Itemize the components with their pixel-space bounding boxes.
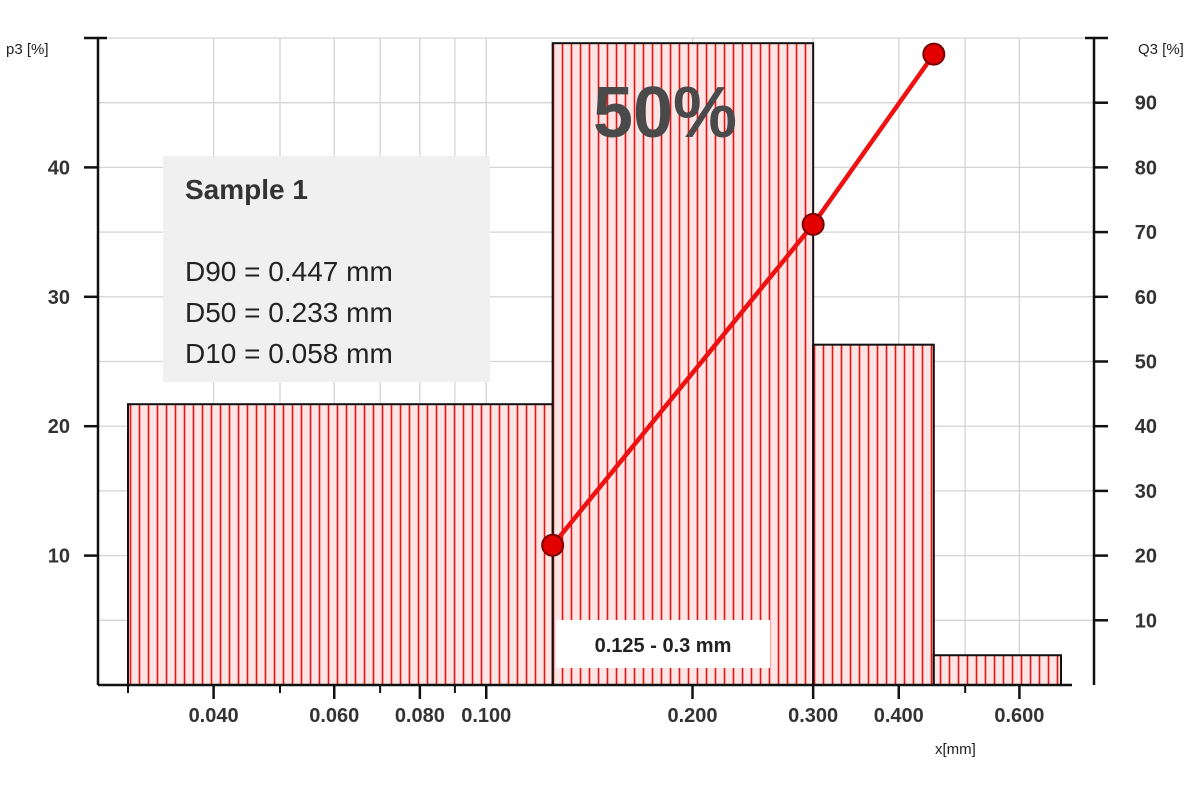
x-axis-tick-label: 0.300 bbox=[788, 705, 838, 727]
info-box: Sample 1 D90 = 0.447 mm D50 = 0.233 mm D… bbox=[163, 156, 490, 382]
right-axis-tick-label: 70 bbox=[1135, 222, 1157, 244]
info-box-line-d90: D90 = 0.447 mm bbox=[185, 256, 393, 287]
x-axis-tick-label: 0.080 bbox=[395, 705, 445, 727]
cumulative-point bbox=[801, 212, 825, 236]
cumulative-point bbox=[541, 533, 565, 557]
right-axis-title: Q3 [%] bbox=[1138, 41, 1184, 58]
axes-layer: 10 20 30 40 10 20 30 40 50 60 70 80 90 0.040 0.060 0.08… bbox=[48, 36, 1157, 727]
left-axis-tick-label: 30 bbox=[48, 287, 70, 309]
info-box-line-d50: D50 = 0.233 mm bbox=[185, 297, 393, 328]
cumulative-point bbox=[922, 42, 946, 66]
left-axis-tick-label: 40 bbox=[48, 157, 70, 179]
histogram-bar bbox=[127, 403, 554, 686]
info-box-title: Sample 1 bbox=[185, 174, 308, 205]
left-axis-title: p3 [%] bbox=[6, 41, 49, 58]
range-label-background bbox=[556, 620, 770, 668]
right-axis-tick-label: 30 bbox=[1135, 481, 1157, 503]
right-axis-tick-label: 60 bbox=[1135, 287, 1157, 309]
left-axis-tick-label: 20 bbox=[48, 416, 70, 438]
left-axis-tick-label: 10 bbox=[48, 546, 70, 568]
range-label-text: 0.125 - 0.3 mm bbox=[595, 635, 732, 657]
x-axis-tick-label: 0.040 bbox=[189, 705, 239, 727]
right-axis-tick-label: 50 bbox=[1135, 352, 1157, 374]
cumulative-line-layer bbox=[541, 42, 946, 557]
bars-layer bbox=[127, 42, 1063, 686]
histogram-bar bbox=[812, 343, 935, 686]
highlight-percent-label: 50% bbox=[593, 73, 737, 153]
x-axis-tick-label: 0.200 bbox=[667, 705, 717, 727]
range-label: 0.125 - 0.3 mm bbox=[556, 620, 770, 668]
right-axis-tick-label: 80 bbox=[1135, 157, 1157, 179]
right-axis-tick-label: 90 bbox=[1135, 93, 1157, 115]
info-box-background bbox=[163, 156, 490, 382]
x-axis-tick-label: 0.600 bbox=[994, 705, 1044, 727]
info-box-line-d10: D10 = 0.058 mm bbox=[185, 338, 393, 369]
histogram-bar bbox=[932, 654, 1063, 686]
x-axis-tick-label: 0.100 bbox=[461, 705, 511, 727]
right-axis-tick-label: 20 bbox=[1135, 546, 1157, 568]
right-axis-tick-label: 40 bbox=[1135, 416, 1157, 438]
x-axis-tick-label: 0.060 bbox=[309, 705, 359, 727]
x-axis-tick-label: 0.400 bbox=[874, 705, 924, 727]
x-axis-title: x[mm] bbox=[935, 741, 976, 758]
right-axis-tick-label: 10 bbox=[1135, 610, 1157, 632]
